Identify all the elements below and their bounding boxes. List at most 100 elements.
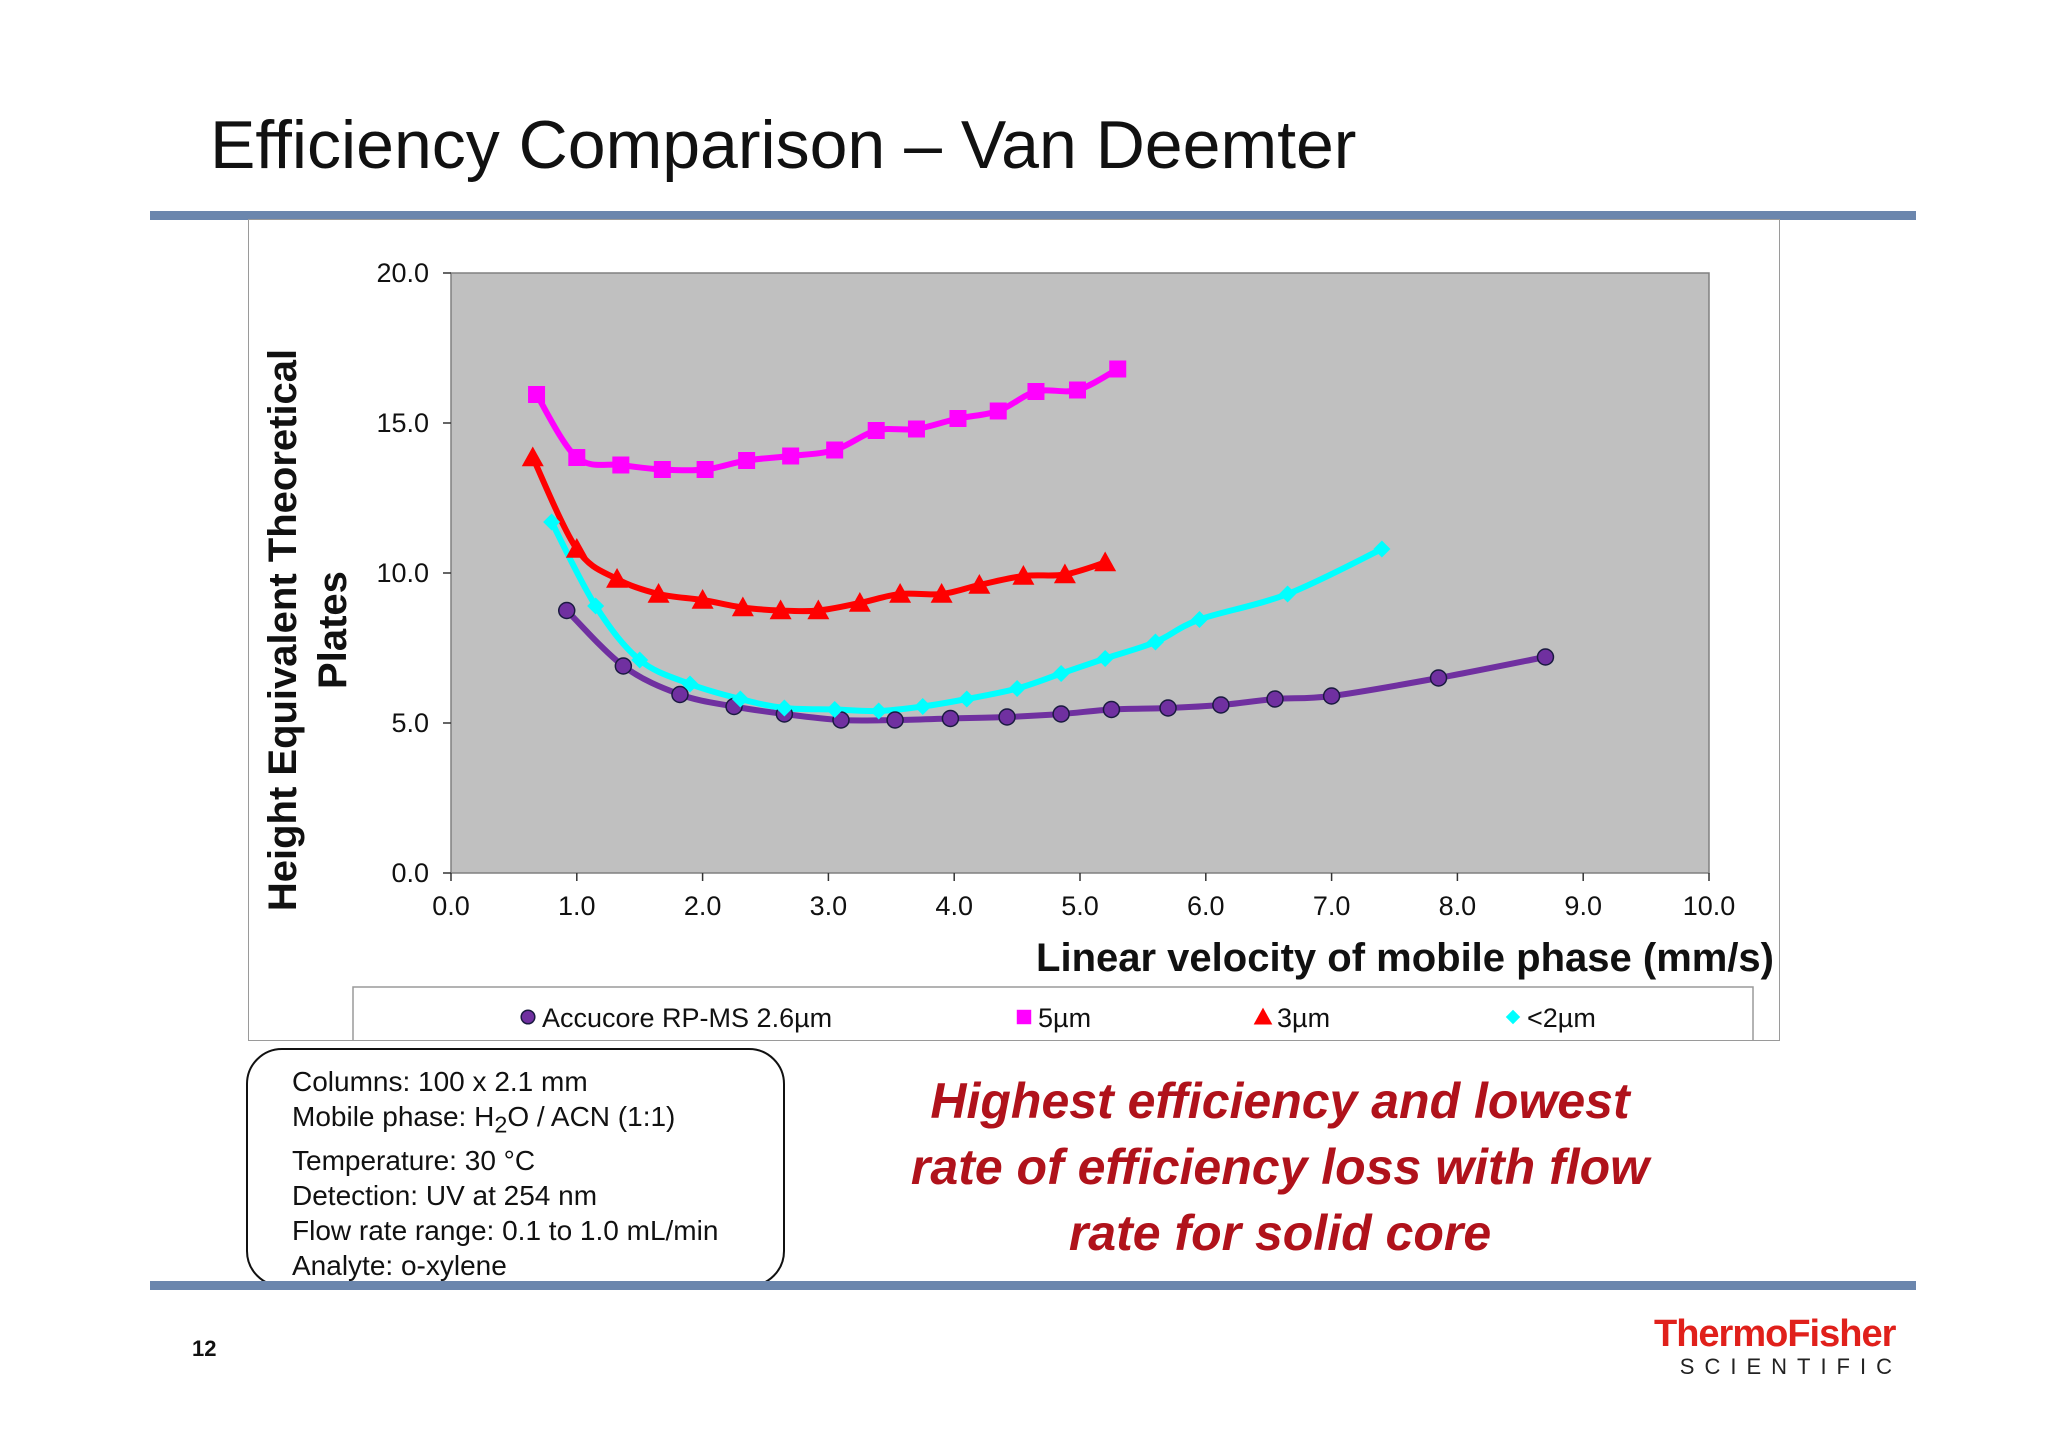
series-2-point	[968, 574, 991, 594]
legend-label-0: Accucore RP-MS 2.6µm	[542, 1003, 832, 1033]
series-3-point	[914, 698, 932, 715]
series-3-point	[631, 651, 649, 669]
y-tick-label: 20.0	[376, 258, 429, 288]
series-0-point	[1159, 699, 1177, 717]
y-tick-label: 0.0	[391, 858, 429, 888]
series-2-point	[848, 592, 871, 612]
series-0-point	[557, 601, 576, 620]
series-1-point	[826, 441, 844, 459]
series-0-point	[998, 708, 1016, 726]
series-1-point	[1109, 360, 1127, 378]
series-3-point	[1052, 665, 1070, 682]
series-3-point	[775, 699, 793, 717]
legend-marker-1	[1016, 1009, 1032, 1025]
top-divider	[150, 211, 1916, 220]
x-tick-label: 4.0	[935, 891, 973, 921]
x-tick-label: 8.0	[1439, 891, 1477, 921]
series-0-point	[1052, 705, 1070, 723]
x-tick-label: 7.0	[1313, 891, 1351, 921]
series-1-point	[653, 461, 671, 478]
x-tick-label: 6.0	[1187, 891, 1225, 921]
series-3-point	[1279, 585, 1297, 603]
condition-flow-rate: Flow rate range: 0.1 to 1.0 mL/min	[292, 1214, 719, 1246]
condition-temperature: Temperature: 30 °C	[292, 1144, 536, 1176]
series-3-point	[870, 702, 888, 720]
legend-marker-3	[1505, 1009, 1521, 1025]
series-2-point	[521, 446, 544, 467]
callout-text: Highest efficiency and lowest rate of ef…	[840, 1068, 1720, 1266]
series-0-point	[1322, 687, 1341, 705]
series-3-point	[1096, 650, 1114, 667]
condition-columns: Columns: 100 x 2.1 mm	[292, 1066, 588, 1097]
callout-line-1: Highest efficiency and lowest	[930, 1073, 1630, 1129]
series-3-point	[731, 690, 749, 708]
legend-label-3: <2µm	[1527, 1003, 1596, 1033]
series-0-point	[941, 709, 960, 728]
condition-mobile-phase-suffix: O / ACN (1:1)	[507, 1101, 676, 1132]
series-2-point	[1053, 563, 1076, 584]
logo-subtitle: SCIENTIFIC	[1679, 1354, 1902, 1379]
van-deemter-chart: 0.0 1.0 2.0 3.0 4.0 5.0 6.0 7.0 8.0 9.0 10.0 0.0 5.0…	[261, 258, 1774, 1040]
y-tick-label: 15.0	[376, 408, 429, 438]
series-2-point	[691, 589, 714, 609]
series-1-point	[782, 447, 800, 465]
series-3-point	[1008, 680, 1026, 697]
y-axis-title-line: Plates	[311, 571, 355, 689]
series-0-point	[671, 685, 689, 704]
series-1-point	[738, 452, 756, 469]
callout-line-2: rate of efficiency loss with flow	[910, 1139, 1650, 1195]
series-1-point	[696, 461, 714, 478]
series-3-point	[1373, 540, 1391, 558]
series-2-point	[1094, 551, 1117, 572]
series-0-point	[1429, 669, 1448, 687]
y-tick-label: 10.0	[376, 558, 429, 588]
series-1-point	[989, 402, 1007, 420]
x-tick-label: 5.0	[1061, 891, 1099, 921]
series-1-point	[1027, 383, 1045, 400]
series-2-point	[647, 583, 670, 603]
series-3-point	[681, 675, 699, 693]
series-3-point	[1191, 611, 1209, 628]
series-1-point	[612, 456, 630, 474]
x-tick-label: 3.0	[810, 891, 848, 921]
legend-marker-0	[520, 1009, 536, 1025]
company-logo: ThermoFisher SCIENTIFIC	[1654, 1313, 1896, 1380]
y-axis-title-line: Height Equivalent Theoretical	[261, 349, 305, 911]
bottom-divider	[150, 1281, 1916, 1290]
chart-frame: 0.0 1.0 2.0 3.0 4.0 5.0 6.0 7.0 8.0 9.0 10.0 0.0 5.0…	[248, 219, 1780, 1041]
legend-box	[352, 986, 1754, 1040]
series-0-point	[614, 657, 633, 675]
slide-title: Efficiency Comparison – Van Deemter	[210, 107, 1357, 183]
page-number: 12	[192, 1336, 217, 1361]
condition-mobile-phase-prefix: Mobile phase: H	[292, 1101, 495, 1132]
series-0-point	[1266, 690, 1284, 708]
x-tick-label: 1.0	[558, 891, 596, 921]
y-tick-label: 5.0	[391, 708, 429, 738]
series-3-point	[826, 701, 844, 718]
series-0-point	[1536, 648, 1555, 666]
series-1-point	[1068, 381, 1086, 399]
series-3-point	[587, 597, 605, 615]
series-1-point	[907, 420, 925, 438]
series-0-point	[886, 711, 904, 729]
series-3-point	[958, 690, 976, 708]
condition-analyte: Analyte: o-xylene	[292, 1249, 507, 1281]
series-2-point	[889, 583, 912, 603]
series-3-point	[1146, 633, 1164, 651]
series-2-point	[769, 599, 792, 620]
conditions-box: Columns: 100 x 2.1 mm Mobile phase: H2O …	[246, 1048, 785, 1287]
x-tick-label: 9.0	[1564, 891, 1602, 921]
x-tick-label: 2.0	[684, 891, 722, 921]
series-0-point	[1212, 696, 1230, 714]
condition-detection: Detection: UV at 254 nm	[292, 1179, 598, 1211]
series-0-point	[832, 711, 850, 729]
legend-marker-2	[1253, 1007, 1273, 1025]
x-axis-title: Linear velocity of mobile phase (mm/s)	[1036, 936, 1774, 980]
series-1-point	[949, 410, 967, 427]
logo-wordmark: ThermoFisher	[1654, 1313, 1896, 1355]
series-1-point	[568, 449, 586, 466]
series-2-point	[565, 538, 588, 558]
legend-label-2: 3µm	[1277, 1003, 1330, 1033]
x-tick-label: 0.0	[432, 891, 470, 921]
series-2-point	[731, 596, 754, 617]
